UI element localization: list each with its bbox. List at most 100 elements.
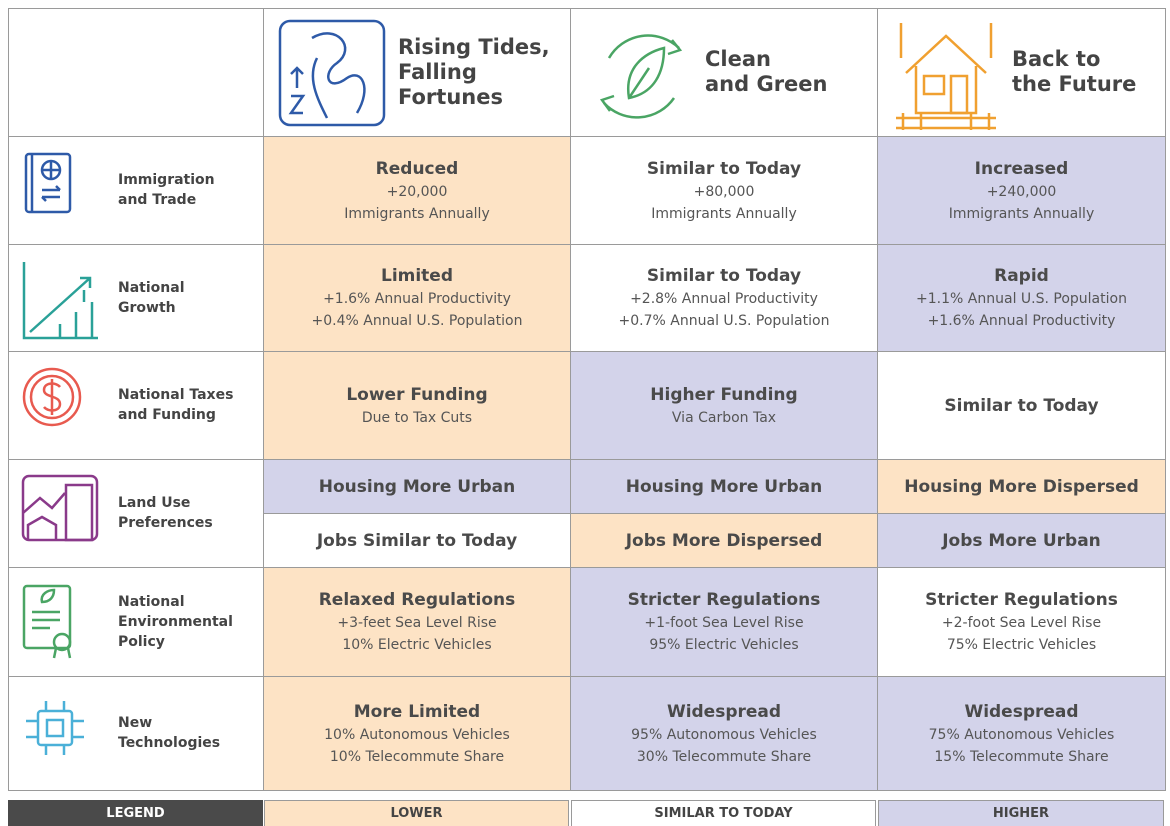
row-label: New Technologies [118,713,220,753]
scenario-icon [896,23,996,130]
title-line: Back to [1012,47,1101,71]
scenario-title: Clean and Green [705,47,828,97]
cell-detail: 75% Autonomous Vehicles [928,726,1115,743]
row-label: Immigration and Trade [118,170,215,210]
title-line: the Future [1012,72,1137,96]
scenario-cell: Reduced +20,000 Immigrants Annually [263,136,571,245]
label-line: Immigration [118,172,215,188]
scenario-cell: Jobs More Urban [877,513,1166,568]
row-icon [22,261,98,339]
title-line: Fortunes [398,84,503,109]
scenario-cell: Widespread 75% Autonomous Vehicles 15% Tel… [877,676,1166,791]
scenario-cell: Housing More Urban [570,459,878,514]
legend-title: LEGEND [8,800,263,826]
cell-detail: +20,000 [386,183,448,200]
cell-title: Jobs Similar to Today [316,530,518,551]
cell-title: Stricter Regulations [925,590,1118,610]
cell-detail: +1.1% Annual U.S. Population [916,291,1127,307]
cell-title: Housing More Dispersed [904,476,1139,497]
cell-title: Housing More Urban [318,476,516,497]
cell-detail: +0.7% Annual U.S. Population [618,313,830,329]
title-line: Rising Tides, [398,34,550,59]
cell-detail: 10% Telecommute Share [329,748,505,765]
cell-title: Widespread [964,701,1079,722]
cell-title: Higher Funding [650,384,798,405]
scenario-cell: Jobs More Dispersed [570,513,878,568]
cell-title: Rapid [994,266,1049,286]
scenario-cell: More Limited 10% Autonomous Vehicles 10% T… [263,676,571,791]
row-label: National Environmental Policy [118,592,233,652]
cell-detail: Immigrants Annually [344,205,490,222]
scenario-title: Back to the Future [1012,47,1136,97]
cell-detail: Due to Tax Cuts [361,409,473,426]
cell-title: Jobs More Urban [942,530,1101,551]
scenario-cell: Widespread 95% Autonomous Vehicles 30% Tel… [570,676,878,791]
cell-title: Lower Funding [346,384,488,405]
scenario-cell: Relaxed Regulations +3-feet Sea Level Ris… [263,567,571,677]
cell-title: Increased [974,158,1069,179]
scenario-cell: Housing More Urban [263,459,571,514]
header-corner [8,8,264,137]
row-label: Land Use Preferences [118,493,213,533]
label-line: Environmental [118,613,233,630]
row-icon [22,584,72,658]
label-line: National [118,279,185,296]
label-line: Growth [118,299,176,316]
row-icon [26,701,84,755]
cell-title: More Limited [353,701,481,722]
label-line: National [118,593,185,610]
cell-title: Similar to Today [646,158,802,179]
scenario-cell: Lower Funding Due to Tax Cuts [263,351,571,460]
cell-detail: +80,000 [693,183,755,200]
scenario-cell: Similar to Today [877,351,1166,460]
cell-detail: +3-feet Sea Level Rise [337,615,497,631]
cell-title: Widespread [666,701,782,722]
legend-item: LOWER [264,800,569,826]
scenario-icon [278,19,386,127]
cell-detail: 10% Electric Vehicles [342,637,492,653]
legend-item: HIGHER [878,800,1164,826]
row-label: National Taxes and Funding [118,385,233,425]
cell-detail: +1.6% Annual Productivity [323,291,511,307]
title-line: and Green [705,72,828,96]
cell-detail: Immigrants Annually [651,205,797,222]
legend-item: SIMILAR TO TODAY [571,800,876,826]
row-icon [24,152,72,214]
scenario-cell: Similar to Today +2.8% Annual Productivit… [570,244,878,352]
cell-title: Similar to Today [646,266,802,286]
cell-detail: +240,000 [986,183,1057,200]
row-label: National Growth [118,278,185,318]
scenario-cell: Stricter Regulations +2-foot Sea Level Ri… [877,567,1166,677]
cell-title: Stricter Regulations [627,590,821,610]
label-line: Technologies [118,735,221,751]
cell-title: Jobs More Dispersed [625,530,823,551]
scenario-title: Rising Tides, Falling Fortunes [398,35,550,110]
scenario-icon [599,34,683,119]
cell-detail: 30% Telecommute Share [636,748,812,765]
cell-title: Reduced [375,158,459,179]
scenario-cell: Similar to Today +80,000 Immigrants Annual… [570,136,878,245]
scenario-cell: Stricter Regulations +1-foot Sea Level Ri… [570,567,878,677]
cell-title: Relaxed Regulations [318,590,516,610]
row-icon [21,474,99,542]
scenario-cell: Higher Funding Via Carbon Tax [570,351,878,460]
cell-detail: +2.8% Annual Productivity [630,291,818,307]
cell-detail: 95% Electric Vehicles [649,637,799,653]
label-line: Policy [118,633,165,650]
cell-detail: Via Carbon Tax [671,409,777,426]
cell-detail: +0.4% Annual U.S. Population [311,313,523,329]
cell-detail: Immigrants Annually [948,205,1095,222]
cell-detail: +2-foot Sea Level Rise [941,615,1102,631]
scenario-cell: Housing More Dispersed [877,459,1166,514]
label-line: Preferences [118,515,213,531]
scenario-cell: Increased +240,000 Immigrants Annually [877,136,1166,245]
cell-title: Limited [380,266,454,286]
label-line: and Funding [118,407,216,423]
label-line: Land Use [118,495,191,511]
cell-title: Housing More Urban [625,476,823,497]
scenario-cell: Jobs Similar to Today [263,513,571,568]
scenario-cell: Rapid +1.1% Annual U.S. Population +1.6% A… [877,244,1166,352]
cell-detail: 15% Telecommute Share [934,748,1109,765]
label-line: and Trade [118,192,197,208]
